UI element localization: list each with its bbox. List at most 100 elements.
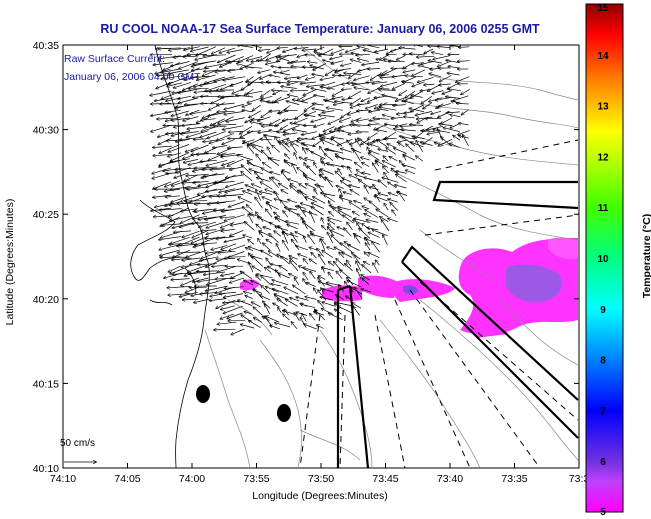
current-vector [286, 221, 300, 225]
current-vector [291, 144, 298, 153]
current-vector [274, 212, 281, 218]
current-vector [303, 259, 309, 265]
current-vector [270, 172, 281, 176]
current-vector [331, 138, 343, 147]
colorbar-tick-label: 6 [600, 457, 606, 468]
current-vector [260, 53, 271, 61]
current-vector [296, 297, 309, 301]
current-vector [303, 144, 316, 147]
current-vector [295, 110, 308, 120]
current-vector [335, 101, 353, 104]
current-vector [414, 132, 423, 139]
current-vector [191, 46, 209, 51]
current-vector [371, 74, 379, 80]
legend-line-2: January 06, 2006 04:00 GMT [64, 71, 201, 83]
current-vector [457, 103, 469, 104]
current-vector [283, 132, 298, 135]
current-vector [421, 131, 435, 132]
x-tick-label: 74:00 [179, 473, 205, 485]
current-vector [347, 260, 352, 267]
current-vector [266, 240, 273, 244]
current-vector [197, 278, 218, 282]
current-vector [285, 154, 291, 160]
current-vector [348, 133, 362, 135]
current-vector [322, 267, 335, 272]
colorbar-tick-label: 14 [597, 51, 609, 62]
current-vector [271, 284, 281, 287]
current-vector [223, 76, 246, 81]
current-vector [198, 264, 217, 265]
current-vector [300, 81, 316, 84]
current-vector [188, 264, 208, 272]
current-vector [280, 69, 290, 73]
current-vector [404, 101, 414, 105]
x-tick-label: 73:3 [569, 473, 590, 485]
current-vector [338, 306, 353, 314]
current-vector [231, 328, 245, 335]
current-vector [387, 144, 396, 148]
current-vector [378, 180, 388, 188]
y-tick-label: 40:20 [33, 294, 59, 306]
current-vector [338, 285, 345, 292]
current-vector [169, 243, 190, 244]
sst-patches [240, 237, 578, 338]
current-vector [393, 105, 406, 106]
current-vector [274, 72, 290, 76]
current-vector [349, 202, 362, 210]
current-vector [368, 69, 380, 70]
current-vector [311, 207, 324, 216]
current-vector [253, 257, 264, 267]
current-vector [343, 192, 352, 195]
current-vector [310, 211, 316, 223]
current-vector [295, 48, 309, 49]
current-vector [320, 297, 333, 301]
current-vector [373, 263, 379, 274]
current-vector [201, 251, 218, 259]
current-vector [364, 177, 380, 183]
current-vector [257, 274, 273, 279]
current-vector [307, 283, 316, 287]
current-vector [348, 167, 352, 173]
current-vector [249, 262, 254, 273]
current-vector [320, 139, 335, 146]
current-vector [399, 143, 405, 148]
colorbar-tick-label: 11 [598, 203, 609, 214]
current-vector [438, 103, 451, 107]
current-vector [290, 184, 297, 189]
current-vector [462, 109, 469, 115]
current-vector [242, 110, 254, 112]
current-vector [284, 125, 300, 132]
current-vector [266, 60, 281, 64]
current-vector [270, 178, 280, 189]
current-vector [340, 243, 353, 253]
current-vector [254, 318, 263, 323]
current-vector [229, 244, 246, 251]
current-vector [202, 243, 218, 244]
current-vector [194, 90, 218, 92]
current-vector [242, 103, 252, 107]
current-vector [311, 117, 327, 122]
current-vector [191, 75, 210, 78]
current-vector [383, 166, 389, 174]
current-vector [196, 46, 217, 56]
current-vector [450, 143, 460, 148]
current-vector [298, 254, 308, 258]
current-vector [379, 90, 396, 91]
current-vector [304, 236, 307, 243]
current-vector [368, 88, 378, 94]
current-vector [404, 110, 415, 113]
current-vector [197, 153, 217, 154]
current-vector [392, 74, 406, 77]
current-vector [205, 62, 227, 67]
current-vector [321, 81, 336, 87]
current-vector [228, 201, 245, 208]
current-vector [369, 119, 380, 120]
current-vector [303, 267, 317, 272]
current-vector [261, 286, 270, 294]
current-vector [303, 88, 317, 95]
current-vector [378, 193, 389, 197]
current-vector [320, 239, 326, 250]
current-vector [361, 157, 370, 161]
x-tick-label: 74:10 [50, 473, 76, 485]
current-vector [258, 116, 271, 121]
